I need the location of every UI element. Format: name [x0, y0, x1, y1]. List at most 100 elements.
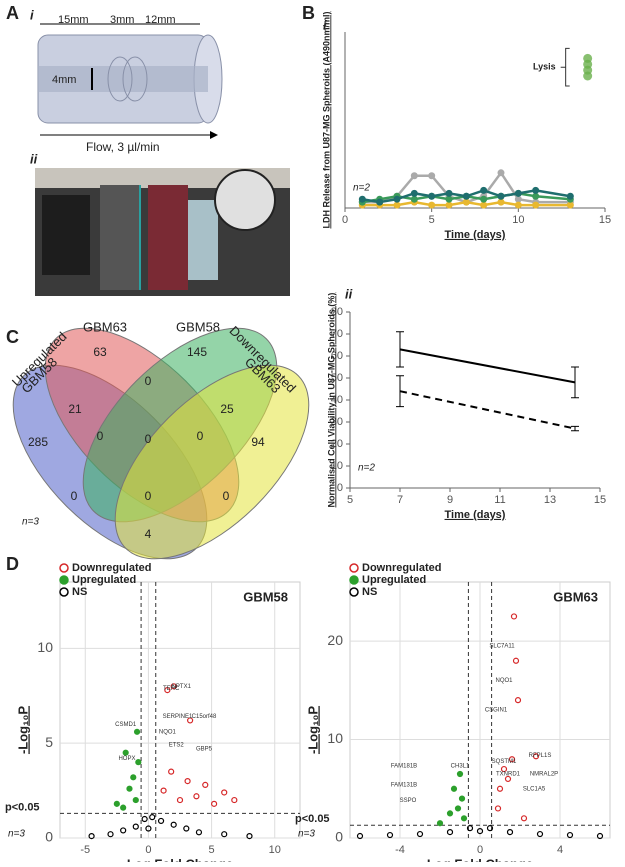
point [120, 804, 127, 811]
point [445, 201, 453, 209]
point [393, 201, 401, 209]
region-count: 0 [97, 429, 104, 443]
point [450, 785, 458, 792]
y-tick-label: 0 [335, 829, 343, 845]
x-tick-label: 5 [429, 214, 435, 226]
point [221, 789, 228, 796]
point [211, 800, 218, 807]
set-label: GBM58 [176, 319, 220, 334]
point [514, 697, 522, 704]
region-count: 0 [197, 429, 204, 443]
point [500, 765, 508, 773]
point [436, 820, 444, 827]
x-tick-label: 15 [594, 494, 606, 506]
x-tick-label: 5 [209, 844, 215, 856]
point [202, 781, 209, 789]
point [170, 821, 177, 828]
point [145, 825, 152, 832]
gene-label: TXNRD1 [496, 772, 521, 778]
x-axis-label: Time (days) [445, 229, 506, 241]
error-bar [571, 366, 579, 399]
legend-marker [349, 587, 359, 597]
point [176, 796, 184, 804]
point [532, 192, 540, 200]
region-count: 0 [71, 489, 78, 503]
point [566, 192, 574, 200]
sub-label: i [30, 7, 34, 22]
point [231, 796, 238, 804]
x-tick-label: 9 [447, 494, 453, 506]
panel-label: C [6, 327, 19, 347]
point [456, 770, 464, 778]
point [410, 172, 418, 180]
point [446, 828, 454, 836]
line [399, 390, 576, 430]
sub-label: i [323, 17, 327, 32]
point [532, 201, 540, 209]
region-count: 63 [93, 345, 107, 359]
bracket [560, 47, 570, 87]
legend-label: NS [72, 586, 87, 598]
sub-label: ii [345, 286, 353, 301]
point [416, 830, 424, 838]
point [126, 785, 133, 792]
gene-label: FAM181B [391, 764, 417, 770]
x-tick-label: 15 [599, 214, 611, 226]
legend-label: Upregulated [72, 574, 136, 586]
y-tick-label: 10 [327, 730, 343, 746]
gene-label: HOPX [118, 756, 135, 762]
legend-label: NS [362, 586, 377, 598]
x-tick-label: 0 [342, 214, 348, 226]
x-axis-label: Log Fold Change [127, 856, 233, 862]
y-tick-label: 40 [331, 394, 343, 406]
note: n=3 [8, 829, 25, 840]
region-count: 0 [145, 374, 152, 388]
point [458, 795, 466, 802]
plot-area [59, 581, 301, 839]
point [183, 825, 190, 832]
region-count: 94 [251, 435, 265, 449]
point [170, 683, 177, 690]
point [510, 613, 518, 620]
y-tick-label: 60 [331, 350, 343, 362]
device-drawing [37, 23, 223, 139]
y-tick-label: 50 [331, 372, 343, 384]
point [532, 186, 540, 194]
gene-label: CSGIN1 [485, 708, 508, 714]
point [428, 192, 436, 200]
point [497, 192, 505, 200]
point [195, 829, 203, 836]
point [428, 201, 436, 209]
gene-label: NQO1 [495, 678, 513, 684]
gene-label: CSMD1 [115, 722, 137, 728]
point [460, 815, 468, 822]
setup-photo [35, 168, 290, 296]
y-tick-label: 80 [331, 306, 343, 318]
y-axis-label: -Log₁₀P [15, 706, 30, 754]
gene-label: RFPL1S [529, 753, 552, 759]
gene-label: FAM131B [391, 782, 417, 788]
point [520, 815, 528, 822]
point [184, 778, 191, 785]
annotation: Lysis [533, 62, 556, 72]
point [221, 831, 228, 838]
point [566, 201, 574, 209]
lysis-point [583, 71, 593, 81]
x-tick-label: -5 [80, 844, 90, 856]
y-tick-label: 5 [45, 734, 53, 750]
point [486, 825, 494, 832]
point [187, 717, 194, 724]
point [514, 195, 522, 203]
x-tick-label: 11 [494, 494, 505, 506]
point [130, 774, 137, 781]
x-tick-label: 0 [145, 844, 151, 856]
y-tick-label: 30 [331, 416, 343, 428]
plot-title: GBM63 [553, 589, 598, 604]
note: n=2 [353, 183, 370, 194]
point [141, 815, 148, 823]
region-count: 285 [28, 435, 48, 449]
point [496, 785, 504, 792]
point [506, 828, 514, 836]
note: n=3 [22, 517, 39, 528]
